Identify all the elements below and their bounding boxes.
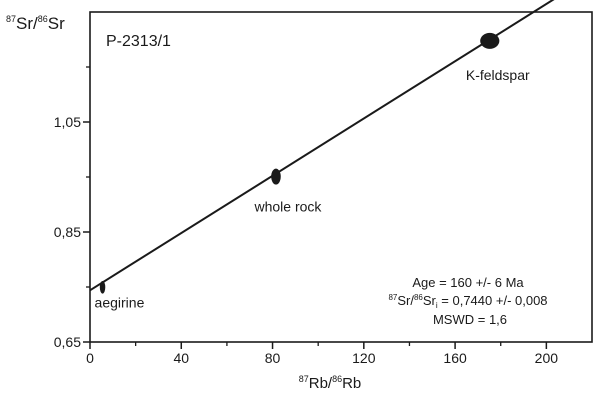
y-tick-label-2: 1,05 bbox=[54, 114, 81, 130]
x-tick-label-5: 200 bbox=[535, 350, 559, 366]
point-label-aegirine: aegirine bbox=[95, 294, 145, 310]
initial-value: = 0,7440 +/- 0,008 bbox=[438, 293, 548, 308]
y-label-mass-2: 86 bbox=[38, 14, 48, 24]
x-tick-label-1: 40 bbox=[173, 350, 189, 366]
initial-ratio-annotation: 87Sr/86Sri = 0,7440 +/- 0,008 bbox=[388, 293, 547, 310]
y-tick-label-1: 0,85 bbox=[54, 224, 81, 240]
isochron-line bbox=[89, 0, 555, 292]
point-label-k-feldspar: K-feldspar bbox=[466, 67, 530, 83]
x-tick-label-0: 0 bbox=[86, 350, 94, 366]
x-label-mass-2: 86 bbox=[332, 374, 342, 384]
minor-ticks bbox=[86, 66, 502, 346]
y-label-element-1: Sr/ bbox=[16, 14, 38, 33]
data-points: aegirine whole rock K-feldspar bbox=[95, 32, 530, 310]
x-axis-label: 87Rb/86Rb bbox=[299, 374, 362, 392]
point-label-whole-rock: whole rock bbox=[254, 199, 323, 215]
initial-mass-1: 87 bbox=[388, 293, 397, 302]
point-aegirine bbox=[99, 280, 106, 294]
x-tick-label-4: 160 bbox=[443, 350, 467, 366]
y-axis-ticks: 0,65 0,85 1,05 bbox=[54, 114, 90, 350]
y-tick-label-0: 0,65 bbox=[54, 334, 81, 350]
point-k-feldspar bbox=[480, 32, 500, 49]
x-tick-label-2: 80 bbox=[265, 350, 281, 366]
x-tick-label-3: 120 bbox=[352, 350, 376, 366]
x-label-element-2: Rb bbox=[342, 375, 361, 392]
initial-element-1: Sr/ bbox=[397, 293, 414, 308]
point-whole-rock bbox=[271, 168, 281, 185]
initial-mass-2: 86 bbox=[414, 293, 423, 302]
y-label-element-2: Sr bbox=[48, 14, 65, 33]
x-label-mass-1: 87 bbox=[299, 374, 309, 384]
sample-title: P-2313/1 bbox=[106, 33, 171, 50]
y-axis-label: 87Sr/86Sr bbox=[6, 14, 65, 33]
initial-element-2: Sr bbox=[423, 293, 437, 308]
x-label-element-1: Rb/ bbox=[309, 375, 333, 392]
mswd-annotation: MSWD = 1,6 bbox=[433, 312, 507, 327]
age-annotation: Age = 160 +/- 6 Ma bbox=[412, 275, 524, 290]
x-axis-ticks: 0 40 80 120 160 200 bbox=[86, 342, 558, 366]
initial-subscript: i bbox=[436, 301, 438, 310]
y-label-mass-1: 87 bbox=[6, 14, 16, 24]
